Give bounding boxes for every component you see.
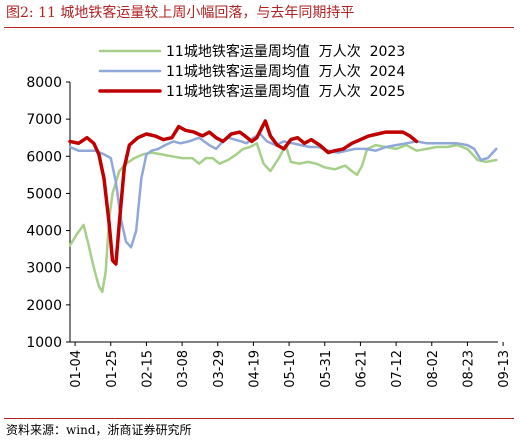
legend-label-2: 11城地铁客运量周均值 万人次 2025 bbox=[166, 83, 405, 100]
x-tick-label: 05-10 bbox=[283, 350, 298, 388]
x-tick-label: 09-13 bbox=[497, 350, 512, 388]
x-tick-label: 05-31 bbox=[319, 350, 334, 388]
chart-legend: 11城地铁客运量周均值 万人次 2023 11城地铁客运量周均值 万人次 2024… bbox=[98, 43, 405, 100]
line-chart: 1000 2000 3000 4000 5000 6000 7000 8000 01-04 01-… bbox=[26, 43, 512, 388]
y-tick-label: 2000 bbox=[26, 298, 62, 314]
y-tick-label: 5000 bbox=[26, 186, 62, 202]
figure-title: 图2: 11 城地铁客运量较上周小幅回落，与去年同期持平 bbox=[6, 5, 355, 21]
series-line-0 bbox=[68, 142, 498, 294]
x-tick-label: 01-25 bbox=[105, 350, 120, 388]
series-line-2 bbox=[68, 119, 419, 266]
legend-label-0: 11城地铁客运量周均值 万人次 2023 bbox=[166, 43, 405, 60]
source-rule bbox=[4, 418, 514, 419]
x-tick-label: 03-29 bbox=[212, 350, 227, 388]
y-tick-label: 8000 bbox=[26, 75, 62, 91]
y-tick-label: 3000 bbox=[26, 261, 62, 277]
y-tick-label: 6000 bbox=[26, 149, 62, 165]
chart-axes: 1000 2000 3000 4000 5000 6000 7000 8000 01-04 01-… bbox=[26, 75, 512, 388]
x-tick-label: 02-15 bbox=[140, 350, 155, 388]
title-rule bbox=[4, 27, 514, 28]
y-tick-label: 1000 bbox=[26, 335, 62, 351]
figure-source: 资料来源：wind，浙商证券研究所 bbox=[6, 423, 192, 437]
y-tick-label: 4000 bbox=[26, 224, 62, 240]
x-tick-label: 03-08 bbox=[176, 350, 191, 388]
x-tick-label: 04-19 bbox=[247, 350, 262, 388]
x-tick-label: 06-21 bbox=[354, 350, 369, 388]
x-tick-label: 08-23 bbox=[461, 350, 476, 388]
y-tick-label: 7000 bbox=[26, 112, 62, 128]
chart-series bbox=[68, 119, 498, 294]
x-tick-label: 01-04 bbox=[69, 350, 84, 388]
x-tick-label: 08-02 bbox=[426, 350, 441, 388]
x-tick-label: 07-12 bbox=[390, 350, 405, 388]
legend-label-1: 11城地铁客运量周均值 万人次 2024 bbox=[166, 63, 405, 80]
